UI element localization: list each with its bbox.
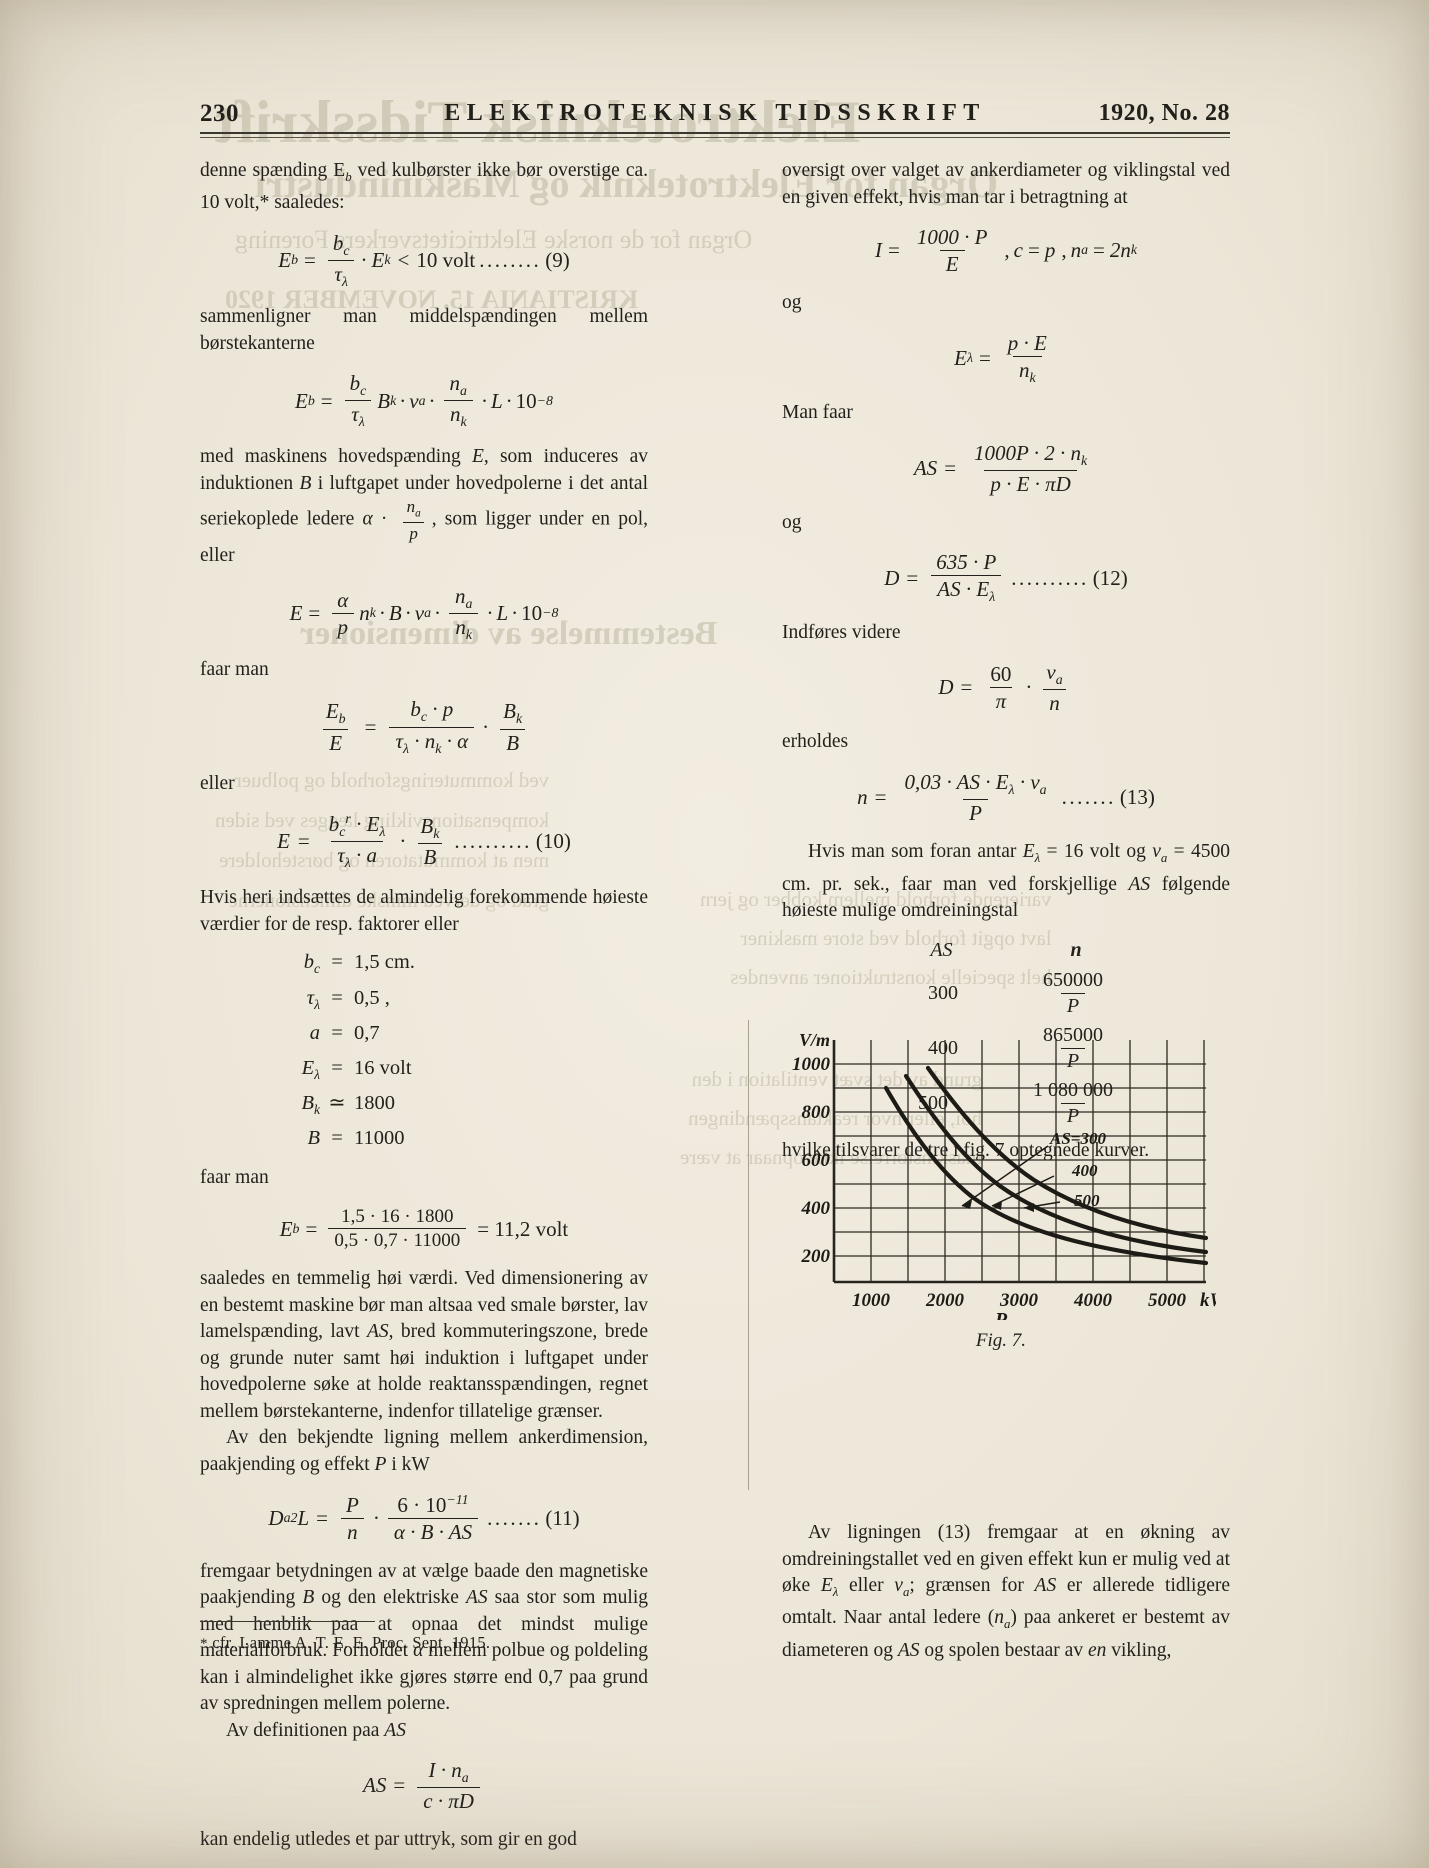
- x-tick-2000: 2000: [925, 1290, 965, 1311]
- label-og: og: [782, 292, 802, 314]
- list-item: bc = 1,5 cm.: [303, 951, 415, 977]
- figure-caption: Fig. 7.: [975, 1330, 1027, 1351]
- list-item: a = 0,7: [309, 1021, 380, 1044]
- label-as-300: AS=300: [1049, 1129, 1106, 1148]
- list-item: τλ = 0,5 ,: [306, 986, 390, 1012]
- left-column: denne spænding Eb ved kulbørster ikke bø…: [200, 158, 648, 1854]
- running-head: 230 ELEKTROTEKNISK TIDSSKRIFT 1920, No. …: [200, 96, 1230, 140]
- annotation-leaders: [961, 1145, 1061, 1212]
- paragraph: Av ligningen (13) fremgaar at en økning …: [782, 1522, 1231, 1661]
- list-item: Eλ = 16 volt: [301, 1056, 412, 1082]
- y-tick-200: 200: [801, 1246, 831, 1267]
- label-indfores: Indføres videre: [782, 621, 901, 643]
- x-tick-3000: 3000: [999, 1290, 1039, 1311]
- paragraph: Hvis heri indsættes de almindelig foreko…: [200, 887, 648, 935]
- equation-13: n = 0,03 · AS · Eλ · va P ....... (13): [857, 769, 1155, 825]
- cell-n: 650000 P: [1043, 969, 1103, 1017]
- chart-svg: AS=300 400 500 V/m 1000 800 600 400 200 …: [792, 1030, 1228, 1331]
- x-tick-4000: 4000: [1073, 1290, 1113, 1311]
- paragraph: hvilke tilsvarer de tre i fig. 7 optegne…: [782, 1140, 1150, 1161]
- label-as-500: 500: [1074, 1191, 1100, 1210]
- table-header-row: AS n: [782, 937, 1230, 964]
- table-row: 400 865000 P: [782, 1024, 1230, 1073]
- equation-diameter: D = 60 π · va n: [782, 660, 1230, 715]
- label-as-400: 400: [1071, 1161, 1098, 1180]
- cell-n: 865000 P: [1043, 1024, 1103, 1072]
- label-og: og: [782, 511, 802, 533]
- x-axis-label: P: [994, 1309, 1008, 1320]
- x-axis-unit: kW: [1200, 1290, 1216, 1311]
- footnote-marker: *: [200, 1636, 208, 1652]
- issue-label: 1920, No. 28: [1098, 100, 1230, 126]
- equation-as: AS = 1000P · 2 · nk p · E · πD: [913, 440, 1088, 496]
- footnote-rule: [200, 1621, 375, 1622]
- curve-labels: AS=300 400 500: [1049, 1129, 1106, 1210]
- column-divider: [748, 1020, 749, 1490]
- y-axis-labels: V/m 1000 800 600 400 200: [792, 1030, 831, 1267]
- cell-as: 500: [918, 1092, 948, 1115]
- curve-as-500: [925, 1065, 1209, 1241]
- paragraph: denne spænding Eb ved kulbørster ikke bø…: [200, 160, 648, 214]
- paragraph: Av den bekjendte ligning mellem ankerdim…: [200, 1427, 648, 1475]
- y-tick-400: 400: [801, 1198, 831, 1219]
- paragraph: Hvis man som foran antar Eλ = 16 volt og…: [782, 841, 1230, 921]
- curve-as-300: [883, 1085, 1209, 1266]
- constants-list: bc = 1,5 cm. τλ = 0,5 , a = 0,7 Eλ = 16 volt Bk ≃…: [200, 948, 648, 1159]
- label-erholdes: erholdes: [782, 731, 849, 753]
- y-tick-600: 600: [802, 1150, 831, 1171]
- label-faar-man: faar man: [200, 1167, 269, 1189]
- label-man-faar: Man faar: [782, 402, 853, 424]
- equation-12: D = 635 · P AS · Eλ .......... (12): [884, 550, 1128, 605]
- paragraph: kan endelig utledes et par uttryk, som g…: [200, 1829, 577, 1851]
- right-column: oversigt over valget av ankerdiameter og…: [782, 158, 1230, 1165]
- journal-title: ELEKTROTEKNISK TIDSSKRIFT: [444, 100, 986, 126]
- table-row: 300 650000 P: [782, 969, 1230, 1018]
- column-header-as: AS: [930, 938, 953, 961]
- paragraph: saaledes en temmelig høi værdi. Ved dime…: [200, 1268, 648, 1422]
- cell-as: 300: [928, 982, 958, 1005]
- equation-ratio: Eb E = bc · p τλ · nk · α · Bk B: [200, 697, 648, 756]
- y-tick-800: 800: [802, 1102, 831, 1123]
- y-tick-1000: 1000: [792, 1054, 831, 1075]
- equation-as-definition: AS = I · na c · πD: [200, 1758, 648, 1813]
- figure-7: AS=300 400 500 V/m 1000 800 600 400 200 …: [786, 1030, 1228, 1331]
- cell-as: 400: [928, 1037, 958, 1060]
- right-column-continued: Av ligningen (13) fremgaar at en økning …: [782, 1520, 1230, 1664]
- list-item: Bk ≃ 1800: [301, 1091, 395, 1117]
- list-item: B = 11000: [307, 1126, 405, 1149]
- x-axis-labels: 1000 2000 3000 4000 5000 kW P: [852, 1290, 1228, 1331]
- page-folio: 230: [200, 100, 239, 127]
- x-tick-5000: 5000: [1148, 1290, 1187, 1311]
- equation-10: E = bcr · Eλ τλ · a · Bk B .......... (10…: [277, 811, 571, 871]
- x-tick-1000: 1000: [852, 1290, 891, 1311]
- paragraph: med maskinens hovedspænding E, som induc…: [200, 446, 648, 567]
- paragraph: oversigt over valget av ankerdiameter og…: [782, 160, 1230, 208]
- column-header-n: n: [1070, 938, 1082, 961]
- footnote: * cfr. Lamme A. T. E. E. Proc. Sept. 191…: [200, 1633, 648, 1653]
- paragraph: fremgaar betydningen av at vælge baade d…: [200, 1560, 648, 1715]
- paragraph: sammenligner man middelspændingen mellem…: [200, 306, 648, 354]
- paragraph: Av definitionen paa AS: [226, 1719, 406, 1741]
- header-rule: [200, 132, 1230, 138]
- y-axis-unit: V/m: [799, 1030, 830, 1050]
- curve-as-400: [903, 1073, 1209, 1255]
- label-eller: eller: [200, 772, 235, 794]
- footnote-text: cfr. Lamme A. T. E. E. Proc. Sept. 1915.: [212, 1633, 491, 1652]
- label-faar-man: faar man: [200, 658, 269, 680]
